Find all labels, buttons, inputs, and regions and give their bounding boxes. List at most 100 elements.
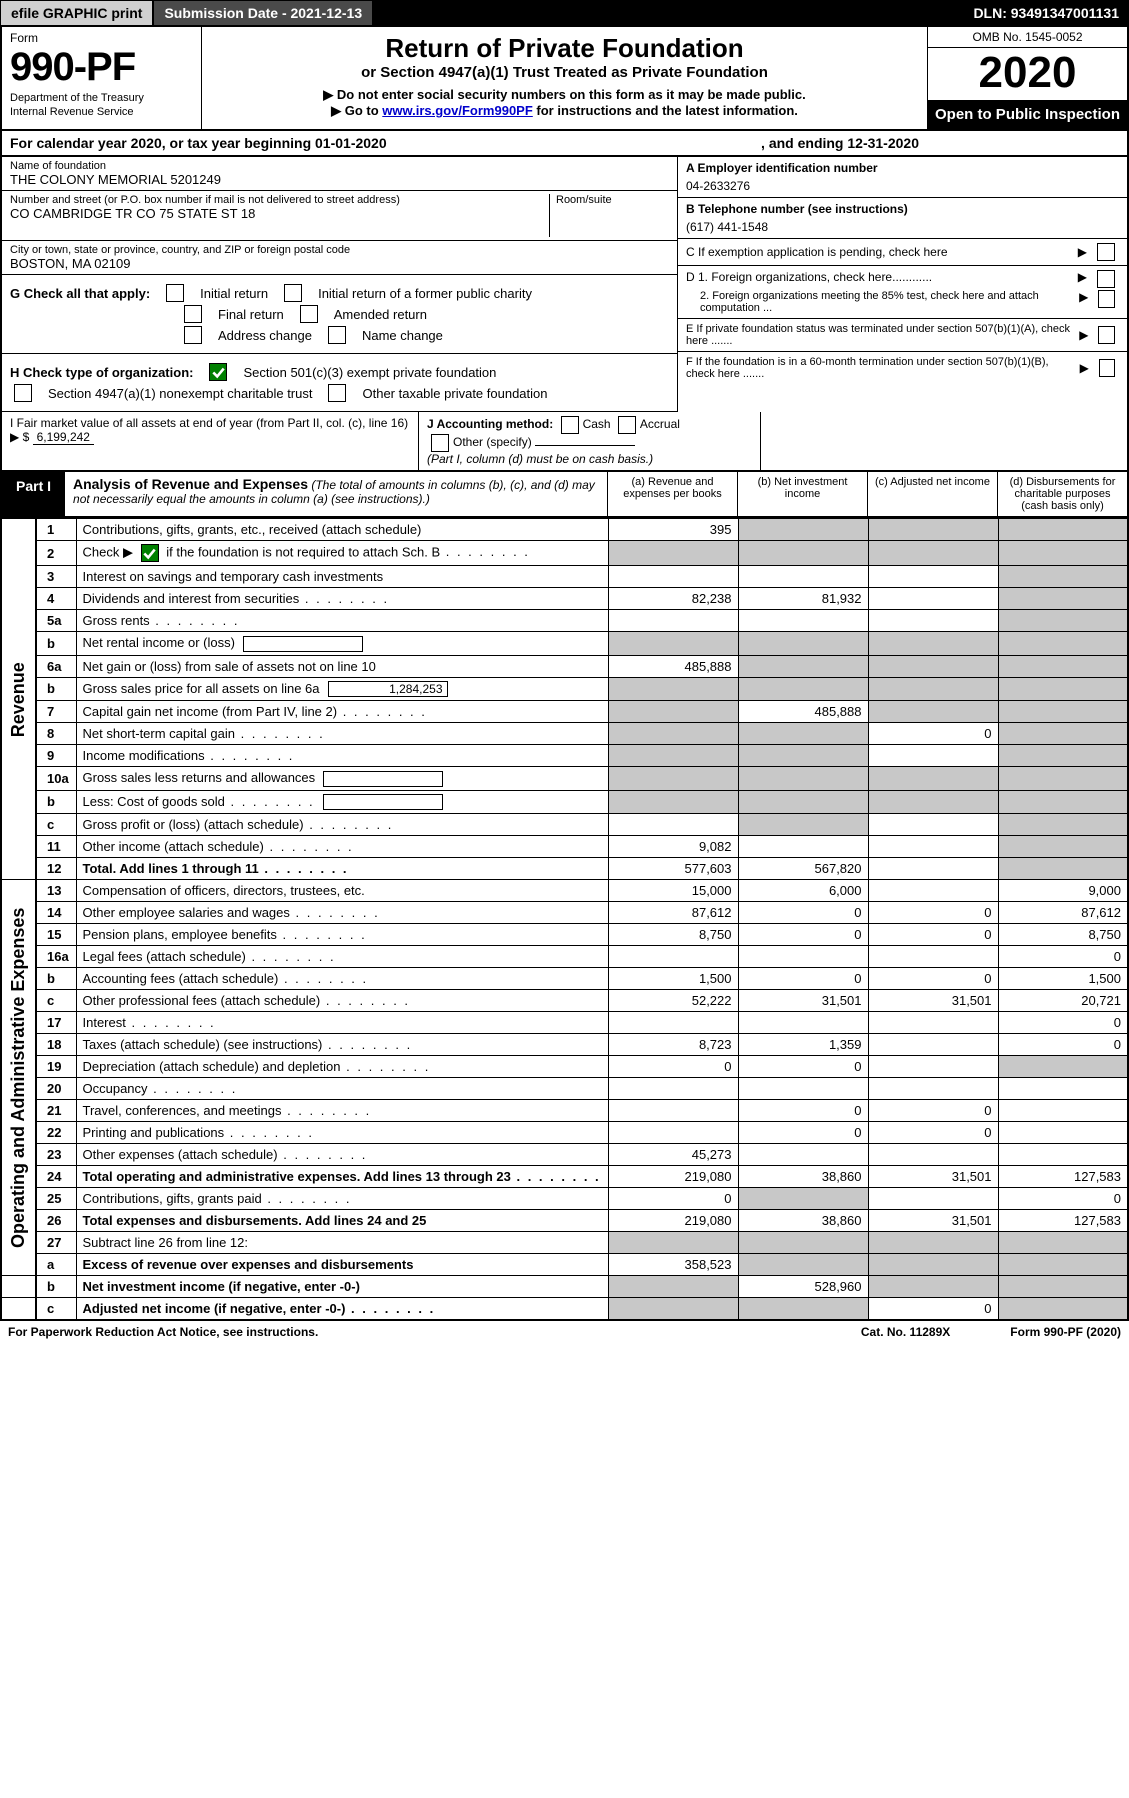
ein-value: 04-2633276 (686, 175, 1119, 193)
table-row: 3Interest on savings and temporary cash … (1, 566, 1128, 588)
table-row: 6aNet gain or (loss) from sale of assets… (1, 655, 1128, 677)
cb-amended-return[interactable] (300, 305, 318, 323)
table-row: 2 Check ▶ if the foundation is not requi… (1, 541, 1128, 566)
cell-c (868, 519, 998, 541)
table-row: 10aGross sales less returns and allowanc… (1, 767, 1128, 791)
cb-status-terminated[interactable] (1098, 326, 1115, 344)
opt-amended: Amended return (334, 307, 427, 322)
identity-section: Name of foundation THE COLONY MEMORIAL 5… (0, 157, 1129, 412)
cell-a: 395 (608, 519, 738, 541)
form-subtitle: or Section 4947(a)(1) Trust Treated as P… (212, 64, 917, 81)
table-row: cGross profit or (loss) (attach schedule… (1, 814, 1128, 836)
inline-input[interactable] (243, 636, 363, 652)
form-word: Form (10, 31, 193, 45)
cb-85pct[interactable] (1098, 290, 1115, 308)
table-row: 25Contributions, gifts, grants paid00 (1, 1188, 1128, 1210)
table-row: 7Capital gain net income (from Part IV, … (1, 701, 1128, 723)
part1-tag: Part I (2, 472, 65, 516)
table-row: 11Other income (attach schedule)9,082 (1, 836, 1128, 858)
form-ref: Form 990-PF (2020) (1010, 1325, 1121, 1339)
goto-post: for instructions and the latest informat… (533, 103, 798, 118)
opt-501c3: Section 501(c)(3) exempt private foundat… (243, 365, 496, 380)
cb-60month[interactable] (1099, 359, 1115, 377)
arrow-icon: ▶ (1079, 290, 1088, 314)
cb-name-change[interactable] (328, 326, 346, 344)
cb-sch-b[interactable] (141, 544, 159, 562)
ij-row: I Fair market value of all assets at end… (0, 412, 1129, 471)
efile-top-bar: efile GRAPHIC print Submission Date - 20… (0, 0, 1129, 26)
table-row: 22Printing and publications00 (1, 1122, 1128, 1144)
form-header: Form 990-PF Department of the Treasury I… (0, 26, 1129, 131)
goto-pre: ▶ Go to (331, 103, 382, 118)
cb-foreign-org[interactable] (1097, 270, 1115, 288)
room-label: Room/suite (556, 194, 669, 206)
address-label: Number and street (or P.O. box number if… (10, 194, 549, 206)
cb-other-method[interactable] (431, 434, 449, 452)
cb-501c3[interactable] (209, 363, 227, 381)
cb-other-taxable[interactable] (328, 384, 346, 402)
table-row: 9Income modifications (1, 745, 1128, 767)
form-link[interactable]: www.irs.gov/Form990PF (382, 103, 533, 118)
cal-year-end: , and ending 12-31-2020 (761, 135, 919, 151)
box-c: C If exemption application is pending, c… (678, 239, 1127, 266)
table-row: bGross sales price for all assets on lin… (1, 677, 1128, 701)
address-value: CO CAMBRIDGE TR CO 75 STATE ST 18 (10, 206, 549, 221)
city-cell: City or town, state or province, country… (2, 241, 677, 275)
efile-label: efile GRAPHIC print (0, 0, 153, 26)
cb-exemption-pending[interactable] (1097, 243, 1115, 261)
table-row: 16aLegal fees (attach schedule)0 (1, 946, 1128, 968)
part1-desc: Analysis of Revenue and Expenses (The to… (65, 472, 607, 516)
cb-cash[interactable] (561, 416, 579, 434)
arrow-icon: ▶ (1078, 245, 1087, 259)
opt-other-taxable: Other taxable private foundation (362, 386, 547, 401)
table-row: 27Subtract line 26 from line 12: (1, 1232, 1128, 1254)
opt-other-method: Other (specify) (453, 435, 532, 449)
cb-initial-public[interactable] (284, 284, 302, 302)
g-label: G Check all that apply: (10, 286, 150, 301)
table-row: bAccounting fees (attach schedule)1,5000… (1, 968, 1128, 990)
foundation-name-label: Name of foundation (10, 160, 669, 172)
table-row: 4Dividends and interest from securities8… (1, 588, 1128, 610)
part1-header: Part I Analysis of Revenue and Expenses … (0, 471, 1129, 518)
j-note: (Part I, column (d) must be on cash basi… (427, 452, 653, 466)
table-row: Revenue 1 Contributions, gifts, grants, … (1, 519, 1128, 541)
col-b-header: (b) Net investment income (737, 472, 867, 516)
cb-accrual[interactable] (618, 416, 636, 434)
box-f-dup (761, 412, 1127, 470)
part1-table: Revenue 1 Contributions, gifts, grants, … (0, 518, 1129, 1321)
part1-title: Analysis of Revenue and Expenses (73, 476, 308, 492)
table-row: 26Total expenses and disbursements. Add … (1, 1210, 1128, 1232)
table-row: 17Interest0 (1, 1012, 1128, 1034)
arrow-icon: ▶ (1080, 361, 1089, 375)
j-label: J Accounting method: (427, 417, 553, 431)
cb-initial-return[interactable] (166, 284, 184, 302)
cb-final-return[interactable] (184, 305, 202, 323)
opt-initial: Initial return (200, 286, 268, 301)
table-row: Operating and Administrative Expenses 13… (1, 880, 1128, 902)
h-label: H Check type of organization: (10, 365, 193, 380)
inline-input[interactable] (323, 771, 443, 787)
col-d-header: (d) Disbursements for charitable purpose… (997, 472, 1127, 516)
col-c-header: (c) Adjusted net income (867, 472, 997, 516)
table-row: bNet rental income or (loss) (1, 632, 1128, 656)
row-num: 1 (36, 519, 76, 541)
cal-year-begin: For calendar year 2020, or tax year begi… (10, 135, 387, 151)
cb-4947[interactable] (14, 384, 32, 402)
inline-input[interactable] (323, 794, 443, 810)
omb-number: OMB No. 1545-0052 (928, 27, 1127, 48)
i-value: 6,199,242 (33, 430, 94, 445)
box-f: F If the foundation is in a 60-month ter… (678, 352, 1127, 384)
form-number: 990-PF (10, 45, 193, 90)
dln: DLN: 93491347001131 (963, 1, 1129, 25)
ssn-warning: ▶ Do not enter social security numbers o… (212, 87, 917, 103)
calendar-year-row: For calendar year 2020, or tax year begi… (0, 131, 1129, 157)
page-footer: For Paperwork Reduction Act Notice, see … (0, 1321, 1129, 1343)
box-b: B Telephone number (see instructions) (6… (678, 198, 1127, 239)
inline-input[interactable]: 1,284,253 (328, 681, 448, 697)
table-row: 23Other expenses (attach schedule)45,273 (1, 1144, 1128, 1166)
cb-address-change[interactable] (184, 326, 202, 344)
opt-final: Final return (218, 307, 284, 322)
box-d: D 1. Foreign organizations, check here..… (678, 266, 1127, 319)
table-row: 20Occupancy (1, 1078, 1128, 1100)
cell-d (998, 519, 1128, 541)
